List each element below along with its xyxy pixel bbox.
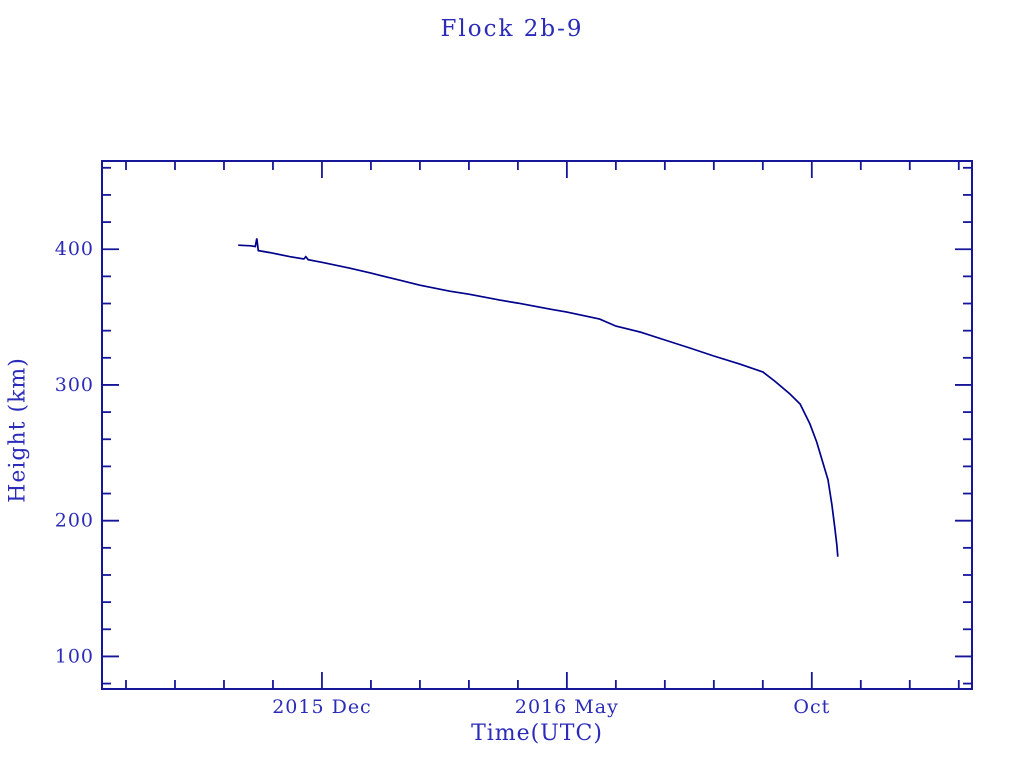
- x-tick-label: Oct: [793, 696, 830, 718]
- x-tick-label: 2016 May: [515, 696, 619, 718]
- y-tick-label: 300: [55, 374, 94, 396]
- y-tick-label: 200: [55, 510, 94, 532]
- x-tick-label: 2015 Dec: [272, 696, 372, 718]
- chart-title: Flock 2b-9: [440, 16, 584, 42]
- y-tick-label: 100: [55, 645, 94, 667]
- x-axis-title: Time(UTC): [471, 721, 603, 746]
- y-axis-title: Height (km): [5, 357, 31, 503]
- plot-frame: [101, 160, 973, 690]
- y-tick-label: 400: [55, 238, 94, 260]
- height-series-line: [238, 238, 839, 557]
